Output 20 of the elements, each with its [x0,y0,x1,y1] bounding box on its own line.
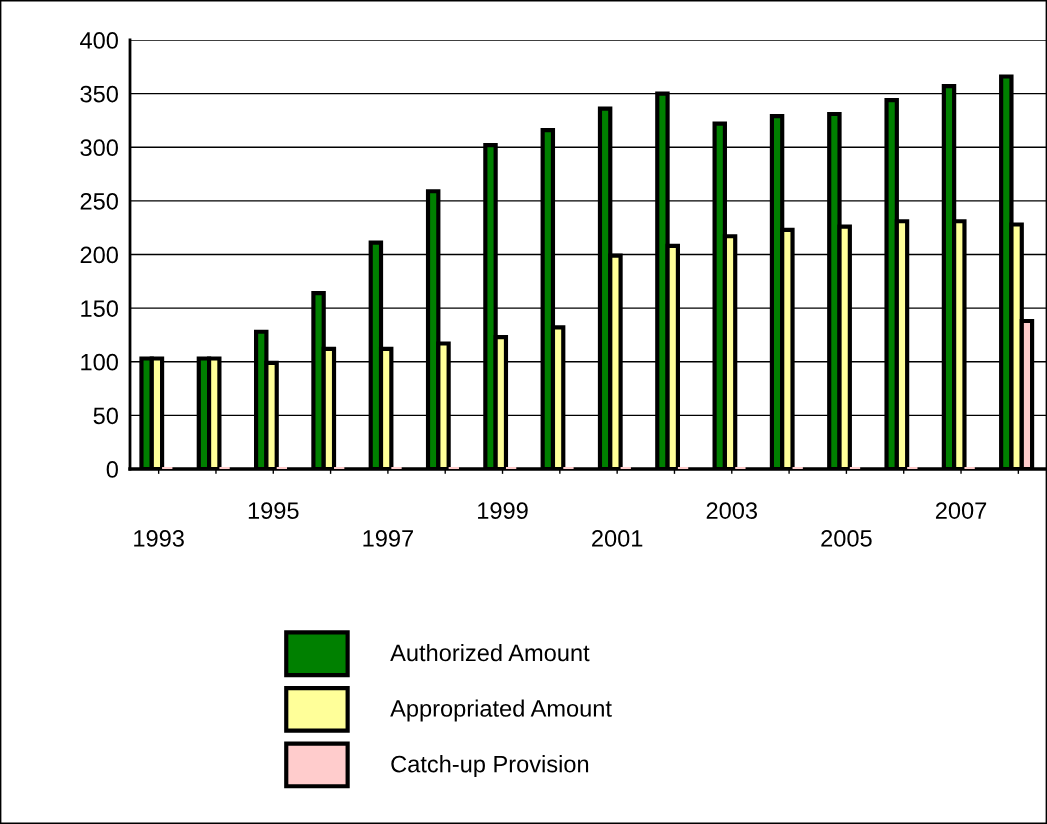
x-tick-label: 1997 [363,530,413,547]
x-tick-label: 1999 [478,502,528,519]
legend-label: Appropriated Amount [390,699,612,722]
x-tick-label: 2005 [821,530,872,547]
y-tick-label: 100 [81,353,118,371]
x-tick-label: 2001 [592,530,643,547]
y-tick-label: 250 [80,192,118,210]
y-tick-label: 400 [80,32,118,49]
y-tick-label: 0 [106,461,118,478]
x-tick-label: 1993 [134,530,184,547]
y-tick-label: 150 [81,300,118,317]
y-tick-label: 200 [80,246,118,264]
y-tick-label: 300 [80,139,118,157]
y-tick-label: 350 [80,85,118,103]
x-tick-label: 2007 [935,502,987,519]
x-tick-label: 1995 [248,502,299,519]
legend-label: Authorized Amount [390,643,590,662]
y-tick-label: 50 [93,407,118,425]
x-tick-label: 2003 [706,502,758,519]
legend-label: Catch-up Provision [391,755,589,778]
